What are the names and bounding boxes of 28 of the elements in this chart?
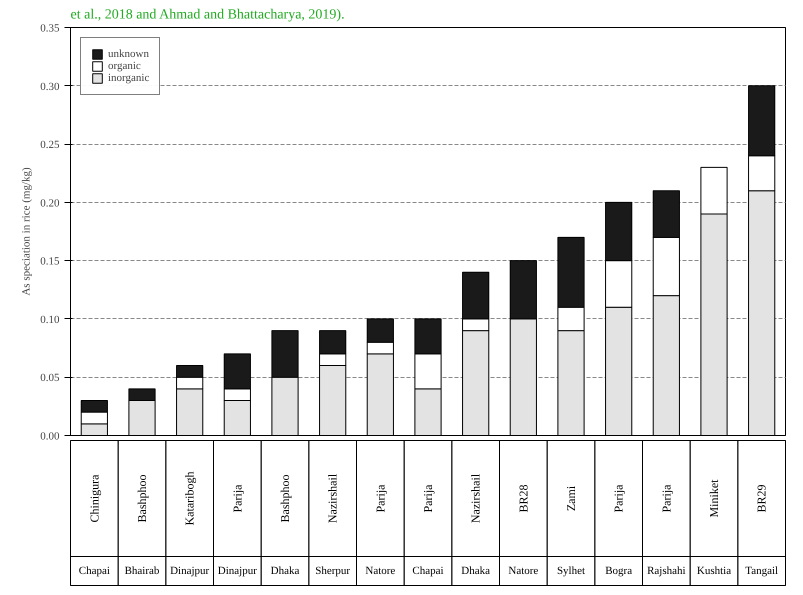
- legend-label: organic: [108, 60, 141, 72]
- category-label: Parija Rajshahi: [647, 484, 686, 577]
- category-label: Parija Dinajpur: [218, 484, 257, 577]
- y-axis-title: As speciation in rice (mg/kg): [20, 167, 32, 296]
- legend-label: unknown: [108, 48, 149, 60]
- y-tick-label: 0.30: [40, 80, 60, 93]
- category-label: Miniket Kushtia: [696, 480, 732, 577]
- y-tick-label: 0.35: [40, 22, 60, 34]
- y-tick-label: 0.00: [40, 430, 60, 442]
- y-tick-label: 0.25: [40, 139, 60, 152]
- category-label: Parija Chapai: [412, 484, 444, 577]
- category-label: Parija Natore: [365, 484, 396, 577]
- legend-label: inorganic: [108, 72, 150, 84]
- category-label: BR29 Tangail: [745, 484, 778, 577]
- text: et al., 2018 and Ahmad and Bhattacharya, 2019).: [70, 8, 345, 22]
- category-label: Nazirshail Dhaka: [461, 474, 490, 577]
- category-label: Parija Bogra: [605, 484, 632, 577]
- category-label: Chinigura Chapai: [78, 474, 110, 577]
- y-tick-label: 0.05: [40, 372, 60, 384]
- category-label: Bashphoo Bhairab: [124, 474, 160, 577]
- y-tick-label: 0.15: [40, 256, 60, 268]
- category-label: Nazirshail Sherpur: [315, 474, 350, 577]
- category-label: BR28 Natore: [508, 484, 538, 577]
- category-label: Kataribogh Dinajpur: [170, 472, 210, 577]
- category-label: Zami Sylhet: [556, 486, 586, 577]
- y-tick-label: 0.20: [40, 197, 60, 210]
- category-label: Bashphoo Dhaka: [270, 474, 300, 577]
- y-tick-label: 0.10: [40, 314, 60, 326]
